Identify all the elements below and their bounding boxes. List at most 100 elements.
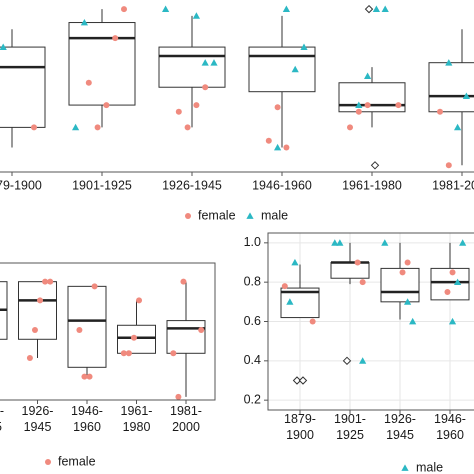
box — [166, 320, 206, 354]
point-male — [210, 59, 218, 66]
point-female — [175, 393, 182, 400]
point-female — [94, 124, 101, 131]
point-female — [81, 373, 88, 380]
point-female — [445, 162, 452, 169]
point-male — [445, 59, 453, 66]
x-tick-label: 1901-1925 — [72, 178, 132, 192]
point-female — [444, 289, 451, 295]
panel: 0.2 0.4 0.6 0.8 1.0 1879-1900 1901-1925 1926-19… — [244, 232, 474, 474]
point-female — [355, 108, 362, 115]
legend-marker — [185, 213, 191, 219]
y-tick-label: 0.6 — [244, 314, 261, 328]
point-female — [170, 350, 177, 357]
point-male — [409, 317, 417, 325]
x-tick-label: 1946-1960 — [252, 178, 312, 192]
point-female — [309, 318, 316, 325]
point-female — [202, 84, 209, 91]
point-female — [120, 350, 127, 357]
point-female — [399, 269, 406, 276]
point-male — [286, 298, 294, 305]
panel-border — [267, 232, 474, 411]
point-female — [121, 6, 127, 13]
point-female — [449, 269, 456, 276]
box — [380, 267, 420, 303]
x-tick-label: 1961-1980 — [121, 404, 153, 434]
outlier — [298, 376, 308, 385]
outlier — [342, 356, 352, 366]
x-tick-label: 1879-1900 — [284, 412, 316, 442]
y-tick-label: 0.4 — [244, 353, 261, 367]
y-tick-label: 0.2 — [244, 392, 261, 406]
point-male — [448, 317, 457, 325]
x-tick-label: 1946-1960 — [71, 404, 103, 434]
point-female — [395, 102, 402, 109]
point-male — [282, 5, 290, 13]
point-female — [180, 278, 187, 285]
panel: 1901-1925 1926-1945 1946-1960 1961-1980 1981… — [0, 262, 216, 468]
x-tick-label: 1981-2000 — [170, 404, 202, 434]
point-female — [198, 326, 205, 333]
point-male — [359, 357, 367, 364]
x-tick-label: 1926-1945 — [22, 404, 54, 434]
point-male — [0, 43, 7, 50]
x-tick-label: 1961-1980 — [342, 178, 402, 192]
point-male — [300, 43, 308, 50]
x-tick-label: 1901-1925 — [334, 412, 366, 442]
point-female — [281, 283, 288, 290]
legend-marker — [401, 464, 409, 471]
point-female — [437, 108, 443, 115]
point-female — [359, 279, 366, 286]
legend-marker — [246, 212, 254, 219]
outlier — [292, 376, 302, 385]
point-male — [454, 123, 462, 131]
point-male — [459, 239, 467, 246]
point-female — [86, 373, 93, 380]
point-male — [381, 5, 389, 13]
point-female — [184, 124, 191, 131]
x-tick-label: 1926-1945 — [384, 412, 416, 442]
x-tick-label: 1926-1945 — [162, 178, 222, 192]
x-tick-label: 1946-1960 — [434, 412, 466, 442]
box — [0, 46, 46, 128]
x-tick-label: 1879-1900 — [0, 178, 42, 192]
box — [428, 62, 474, 113]
y-tick-label: 0.8 — [244, 274, 261, 288]
point-male — [355, 101, 363, 108]
point-female — [404, 259, 411, 266]
point-female — [130, 334, 137, 341]
y-tick-label: 1.0 — [244, 235, 261, 249]
point-male — [291, 258, 299, 266]
panel-border — [0, 262, 216, 401]
point-female — [175, 108, 182, 115]
point-female — [76, 326, 83, 333]
point-female — [37, 297, 44, 304]
legend-label: female — [198, 208, 236, 222]
point-male — [274, 143, 282, 151]
point-female — [274, 104, 281, 111]
point-male — [201, 59, 209, 66]
point-female — [47, 278, 54, 285]
point-female — [364, 102, 371, 109]
legend-label: male — [416, 460, 443, 474]
outlier — [370, 161, 380, 170]
point-male — [80, 18, 88, 26]
point-female — [125, 350, 132, 357]
box — [330, 262, 370, 279]
point-female — [103, 102, 110, 109]
point-male — [372, 5, 380, 13]
box — [158, 46, 226, 88]
point-male — [72, 123, 80, 131]
box — [67, 285, 107, 368]
point-female — [31, 326, 38, 333]
point-female — [42, 278, 49, 285]
point-male — [162, 5, 170, 13]
point-female — [112, 35, 119, 42]
point-female — [26, 354, 33, 361]
point-male — [462, 92, 470, 100]
box — [68, 22, 136, 106]
point-female — [354, 259, 361, 266]
panel-border — [0, 171, 474, 173]
point-female — [85, 79, 92, 86]
